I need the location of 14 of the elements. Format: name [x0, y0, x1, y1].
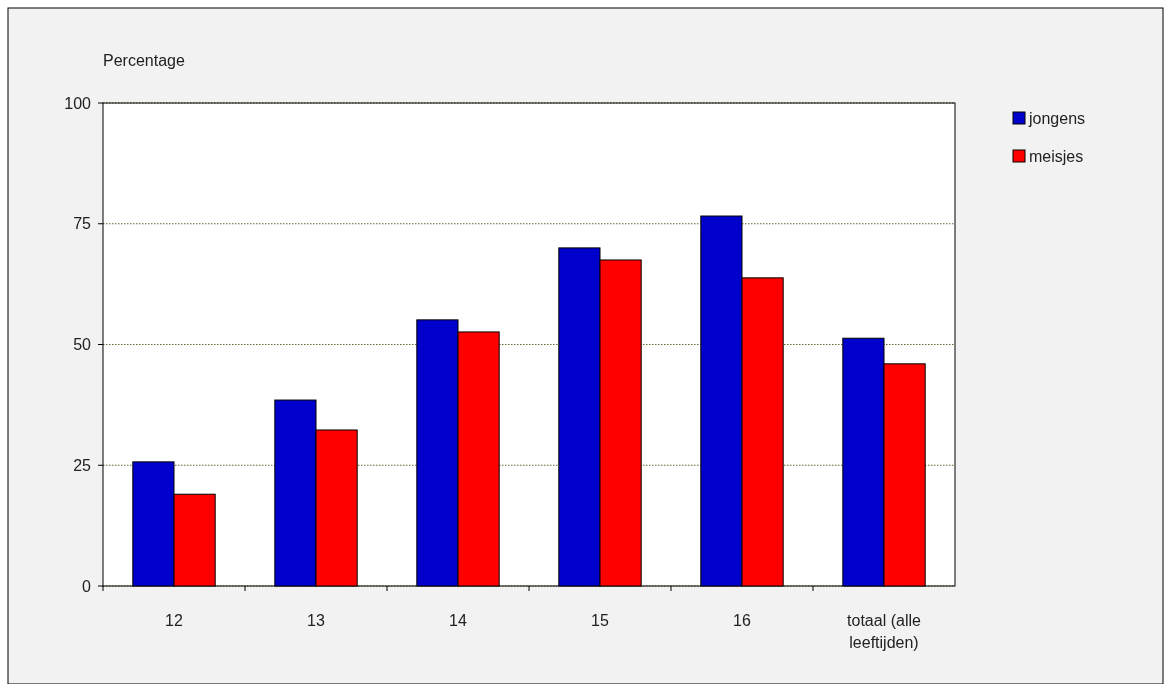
x-tick-label: 14: [449, 612, 467, 629]
x-tick-label: 15: [591, 612, 609, 629]
y-tick-label: 50: [73, 336, 92, 354]
legend-label: jongens: [1028, 109, 1086, 127]
x-tick-label: totaal (alle leeftijden): [847, 612, 922, 651]
y-tick-label: 100: [64, 94, 92, 112]
y-tick-label: 75: [73, 215, 92, 233]
y-axis-title: Percentage: [103, 52, 185, 69]
y-tick-label: 25: [73, 456, 92, 474]
legend-label: meisjes: [1029, 147, 1084, 165]
x-tick-label: 12: [165, 612, 183, 629]
y-tick-label: 0: [82, 577, 92, 595]
x-tick-label: 16: [733, 612, 751, 629]
x-tick-label: 13: [307, 612, 325, 629]
